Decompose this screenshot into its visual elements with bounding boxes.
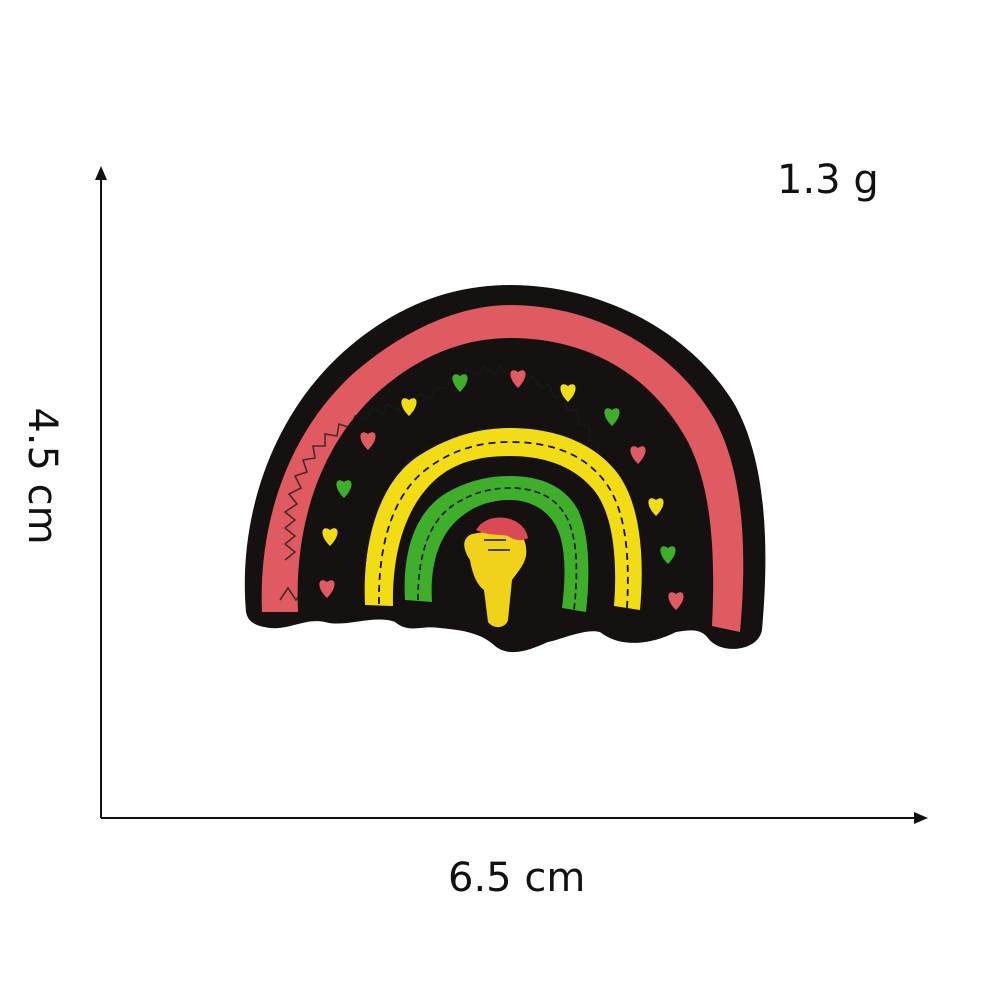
heart-icon	[604, 408, 620, 426]
height-dimension-label: 4.5 cm	[19, 407, 65, 545]
heart-icon	[322, 528, 338, 546]
width-dimension-label: 6.5 cm	[448, 855, 586, 901]
yellow-band	[364, 428, 642, 610]
heart-icon	[319, 580, 335, 598]
green-band	[404, 476, 589, 612]
raised-fist-icon	[464, 517, 528, 628]
heart-icon	[360, 432, 376, 450]
heart-icon	[452, 374, 468, 392]
heart-icon	[401, 398, 417, 416]
outer-red-band	[261, 305, 744, 632]
dimension-axes	[95, 166, 928, 824]
vertical-axis-arrowhead	[95, 166, 107, 180]
heart-icon	[560, 384, 576, 402]
rainbow-patch	[244, 285, 766, 653]
heart-icon	[630, 446, 646, 464]
yellow-band-stitch	[378, 441, 629, 609]
heart-icon	[660, 546, 676, 564]
outer-band-zigzag-stitch	[279, 364, 622, 602]
green-band-stitch	[417, 487, 578, 611]
heart-icon	[668, 592, 684, 610]
weight-label: 1.3 g	[777, 157, 879, 203]
heart-icon	[510, 370, 526, 388]
horizontal-axis-arrowhead	[914, 812, 928, 824]
heart-icon	[648, 498, 664, 516]
heart-row	[319, 370, 684, 610]
heart-icon	[336, 480, 352, 498]
